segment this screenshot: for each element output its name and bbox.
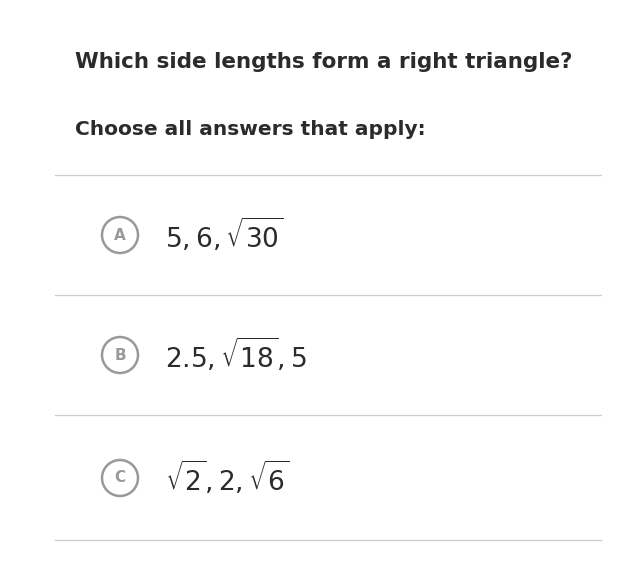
Text: Choose all answers that apply:: Choose all answers that apply: [75,120,426,139]
Text: Which side lengths form a right triangle?: Which side lengths form a right triangle… [75,52,573,72]
Text: A: A [114,228,126,243]
Text: C: C [115,470,126,486]
Text: $5, 6, \sqrt{30}$: $5, 6, \sqrt{30}$ [165,216,284,254]
Text: B: B [114,347,126,363]
Text: $2.5, \sqrt{18}, 5$: $2.5, \sqrt{18}, 5$ [165,336,307,374]
Text: $\sqrt{2}, 2, \sqrt{6}$: $\sqrt{2}, 2, \sqrt{6}$ [165,459,290,497]
